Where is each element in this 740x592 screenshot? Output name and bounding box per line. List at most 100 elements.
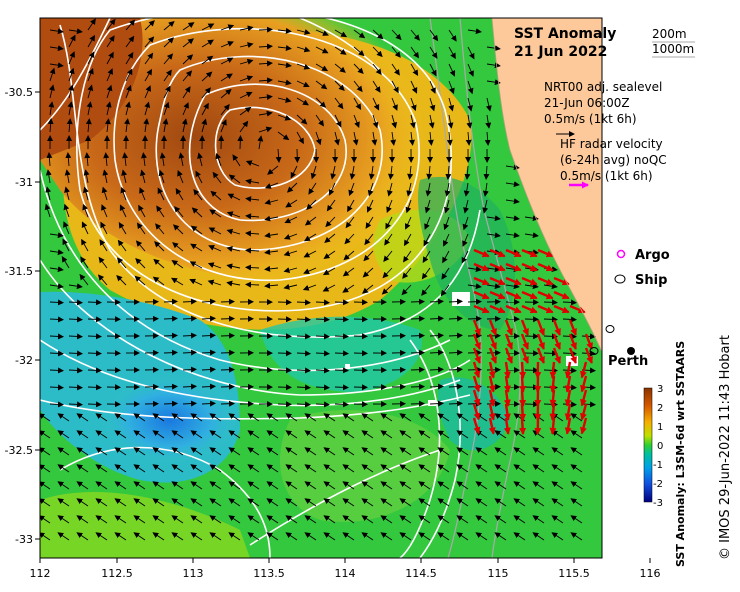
- velocity-arrow: [266, 532, 279, 541]
- velocity-arrow: [220, 383, 235, 390]
- velocity-arrow: [323, 447, 336, 456]
- velocity-arrow: [296, 350, 311, 357]
- radar-arrow: [553, 290, 570, 300]
- velocity-arrow: [285, 515, 298, 524]
- velocity-arrow: [532, 498, 545, 507]
- velocity-arrow: [437, 447, 450, 456]
- velocity-arrow: [325, 216, 336, 228]
- velocity-arrow: [296, 114, 308, 125]
- velocity-arrow: [190, 464, 203, 473]
- velocity-arrow: [315, 46, 329, 54]
- radar-arrow: [519, 375, 527, 393]
- velocity-arrow: [283, 250, 298, 257]
- velocity-arrow: [201, 39, 214, 48]
- velocity-arrow: [275, 148, 282, 163]
- velocity-arrow: [228, 464, 241, 473]
- velocity-arrow: [163, 298, 178, 305]
- velocity-arrow: [57, 430, 70, 439]
- velocity-arrow: [245, 160, 260, 167]
- velocity-arrow: [456, 464, 469, 473]
- velocity-arrow: [49, 232, 64, 239]
- velocity-arrow: [44, 203, 51, 218]
- velocity-arrow: [49, 367, 64, 374]
- velocity-arrow: [76, 413, 89, 422]
- velocity-arrow: [330, 165, 337, 180]
- velocity-arrow: [296, 367, 311, 374]
- velocity-arrow: [486, 79, 501, 86]
- velocity-arrow: [133, 447, 146, 456]
- plot-frame: [39, 17, 603, 559]
- velocity-arrow: [87, 84, 94, 99]
- velocity-arrow: [135, 257, 146, 269]
- velocity-arrow: [84, 152, 91, 167]
- velocity-arrow: [399, 464, 412, 473]
- velocity-arrow: [486, 215, 501, 222]
- velocity-arrow: [380, 447, 393, 456]
- velocity-arrow: [226, 211, 241, 218]
- velocity-arrow: [403, 250, 412, 263]
- velocity-arrow: [448, 400, 463, 407]
- velocity-arrow: [106, 51, 114, 65]
- velocity-arrow: [418, 413, 431, 422]
- velocity-arrow: [182, 38, 194, 48]
- velocity-arrow: [40, 464, 51, 473]
- velocity-arrow: [114, 447, 127, 456]
- radar-arrow: [580, 403, 588, 421]
- velocity-arrow: [87, 350, 102, 357]
- y-tick-label: -32: [15, 354, 33, 367]
- velocity-arrow: [136, 222, 146, 235]
- radar-arrow: [564, 375, 572, 393]
- velocity-arrow: [446, 131, 453, 146]
- velocity-arrow: [342, 515, 355, 524]
- colorbar-label: SST Anomaly: L3SM-6d wrt SSTAARS: [674, 341, 687, 567]
- radar-arrow: [580, 417, 588, 435]
- velocity-arrow: [543, 367, 558, 374]
- velocity-arrow: [513, 447, 526, 456]
- radar-arrow: [505, 276, 522, 286]
- velocity-arrow: [296, 316, 311, 323]
- velocity-arrow: [182, 86, 191, 99]
- radar-arrow: [489, 262, 506, 272]
- velocity-arrow: [247, 413, 260, 422]
- velocity-arrow: [429, 298, 444, 305]
- radar-arrow: [520, 319, 529, 336]
- velocity-arrow: [49, 283, 64, 290]
- legend-argo: Argo: [635, 248, 670, 263]
- velocity-arrow: [201, 298, 216, 305]
- velocity-arrow: [570, 481, 583, 490]
- velocity-arrow: [40, 498, 51, 507]
- velocity-arrow: [445, 165, 452, 180]
- ship-marker-icon: [614, 274, 626, 284]
- velocity-arrow: [365, 216, 374, 229]
- velocity-arrow: [283, 283, 298, 290]
- velocity-arrow: [220, 41, 234, 48]
- velocity-arrow: [399, 498, 412, 507]
- velocity-arrow: [68, 67, 75, 82]
- velocity-arrow: [406, 182, 413, 197]
- velocity-arrow: [390, 131, 397, 146]
- velocity-arrow: [68, 283, 83, 290]
- velocity-arrow: [304, 413, 317, 422]
- velocity-arrow: [49, 62, 64, 69]
- velocity-arrow: [424, 216, 431, 230]
- velocity-arrow: [464, 165, 471, 180]
- x-tick-label: 115.5: [558, 567, 590, 580]
- velocity-arrow: [95, 481, 108, 490]
- velocity-arrow: [353, 97, 362, 111]
- velocity-arrow: [182, 54, 194, 65]
- radar-arrow: [504, 347, 513, 364]
- sealevel-velocity-arrows: [40, 18, 596, 541]
- velocity-arrow: [467, 28, 482, 35]
- velocity-arrow: [363, 250, 374, 262]
- velocity-arrow: [209, 515, 222, 524]
- velocity-arrow: [116, 257, 127, 269]
- velocity-arrow: [485, 97, 492, 112]
- velocity-arrow: [349, 165, 356, 180]
- velocity-arrow: [95, 430, 108, 439]
- velocity-arrow: [334, 401, 349, 408]
- velocity-arrow: [201, 400, 216, 407]
- radar-arrow: [537, 262, 554, 272]
- velocity-arrow: [361, 481, 374, 490]
- velocity-arrow: [384, 233, 393, 246]
- velocity-arrow: [95, 532, 108, 541]
